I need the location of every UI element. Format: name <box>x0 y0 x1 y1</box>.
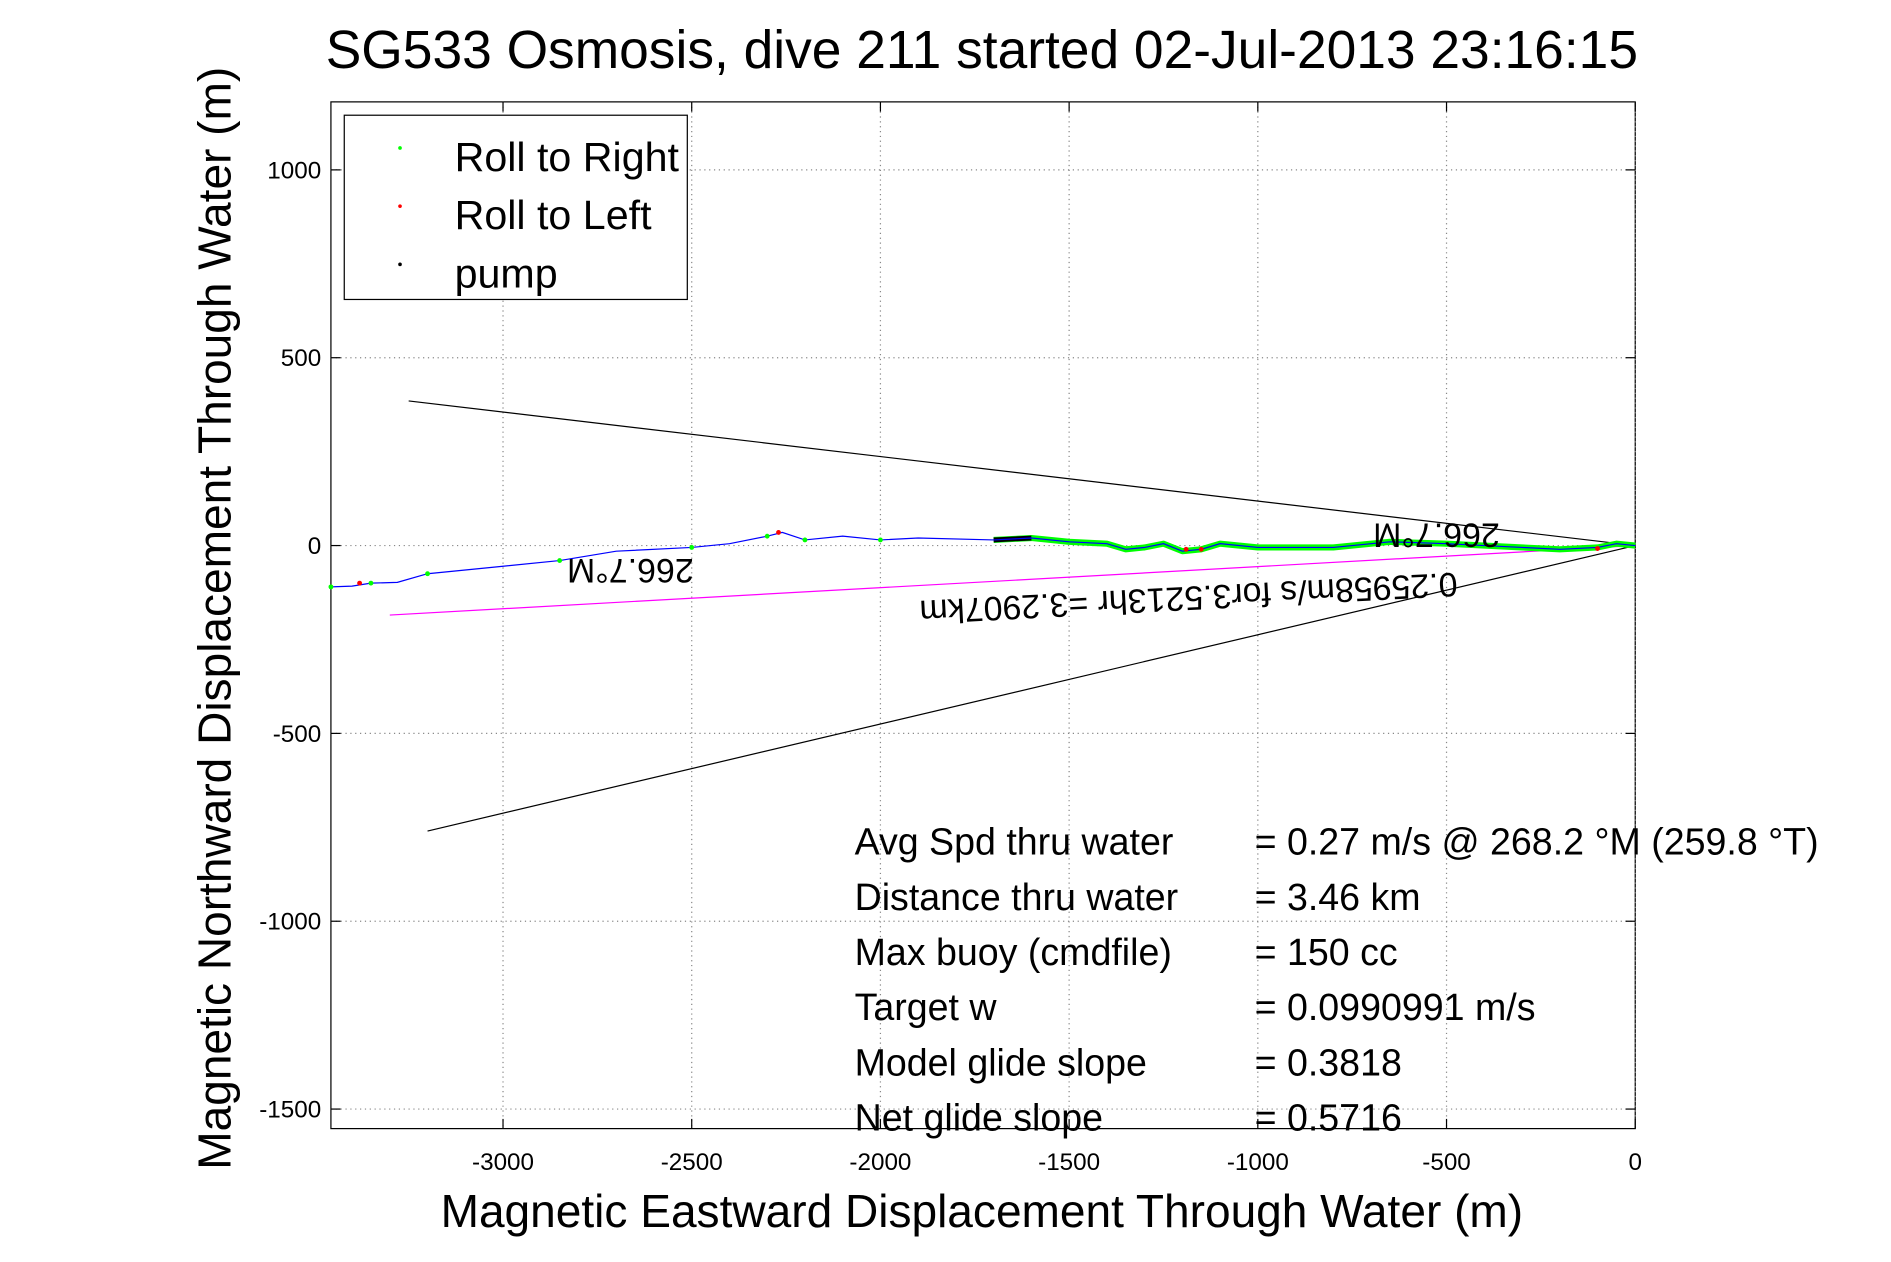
x-tick-label: -500 <box>1422 1149 1471 1176</box>
roll-left-point <box>357 580 363 586</box>
legend-box <box>343 114 688 301</box>
y-tick-label: 0 <box>308 533 321 560</box>
stat-value: = 3.46 km <box>1255 876 1421 918</box>
stat-label: Model glide slope <box>855 1041 1147 1083</box>
y-tick-label: -500 <box>273 721 322 748</box>
heading-bound-lower <box>427 544 1636 832</box>
legend-marker-roll-right <box>398 146 402 150</box>
stat-value: = 0.0990991 m/s <box>1255 986 1536 1028</box>
x-tick-label: -2000 <box>849 1149 911 1176</box>
track-line <box>330 531 1636 588</box>
y-axis-label: Magnetic Northward Displacement Through … <box>188 67 240 1170</box>
y-tick-label: -1500 <box>259 1097 321 1124</box>
roll-right-point <box>328 584 334 590</box>
legend-marker-roll-left <box>398 204 402 208</box>
current-vector <box>389 544 1636 616</box>
y-tick-label: 1000 <box>267 157 321 184</box>
stats-block: Avg Spd thru water = 0.27 m/s @ 268.2 °M … <box>855 821 1819 1139</box>
roll-left-point <box>1183 546 1189 552</box>
x-axis-label: Magnetic Eastward Displacement Through W… <box>441 1185 1524 1237</box>
roll-right-point <box>557 558 563 564</box>
roll-right-point <box>802 537 808 543</box>
legend-marker-pump <box>398 262 402 267</box>
x-tick-label: -3000 <box>472 1149 534 1176</box>
roll-left-point <box>776 529 781 535</box>
heading-bound-upper <box>408 400 1636 547</box>
legend-label-roll-right: Roll to Right <box>455 134 680 180</box>
legend-label-pump: pump <box>455 250 558 296</box>
stat-value: = 150 cc <box>1255 931 1398 973</box>
stat-label: Max buoy (cmdfile) <box>855 931 1172 973</box>
x-tick-label: 0 <box>1628 1149 1641 1176</box>
x-tick-label: -1000 <box>1227 1149 1289 1176</box>
roll-left-point <box>1198 546 1204 552</box>
stat-label: Avg Spd thru water <box>855 821 1174 863</box>
heading-label-left: 266.7°M <box>567 551 694 589</box>
legend-label-roll-left: Roll to Left <box>455 192 653 238</box>
stat-label: Distance thru water <box>855 876 1179 918</box>
roll-right-point <box>425 571 430 577</box>
roll-right-point <box>877 537 883 543</box>
stat-label: Net glide slope <box>855 1096 1103 1138</box>
x-tick-label: -2500 <box>661 1149 723 1176</box>
stat-value: = 0.5716 <box>1255 1096 1402 1138</box>
chart-title: SG533 Osmosis, dive 211 started 02-Jul-2… <box>326 21 1638 80</box>
x-tick-label: -1500 <box>1038 1149 1100 1176</box>
y-tick-label: -1000 <box>259 909 321 936</box>
roll-left-point <box>1595 546 1600 551</box>
roll-right-point <box>368 580 374 586</box>
heading-label-upper: 266.7°M <box>1373 516 1500 554</box>
legend: Roll to Right Roll to Left pump <box>343 114 688 301</box>
roll-right-point <box>689 545 695 550</box>
stat-value: = 0.27 m/s @ 268.2 °M (259.8 °T) <box>1255 821 1819 863</box>
stat-value: = 0.3818 <box>1255 1041 1402 1083</box>
stat-label: Target w <box>855 986 998 1028</box>
y-tick-label: 500 <box>281 345 321 372</box>
roll-right-point <box>764 533 770 539</box>
